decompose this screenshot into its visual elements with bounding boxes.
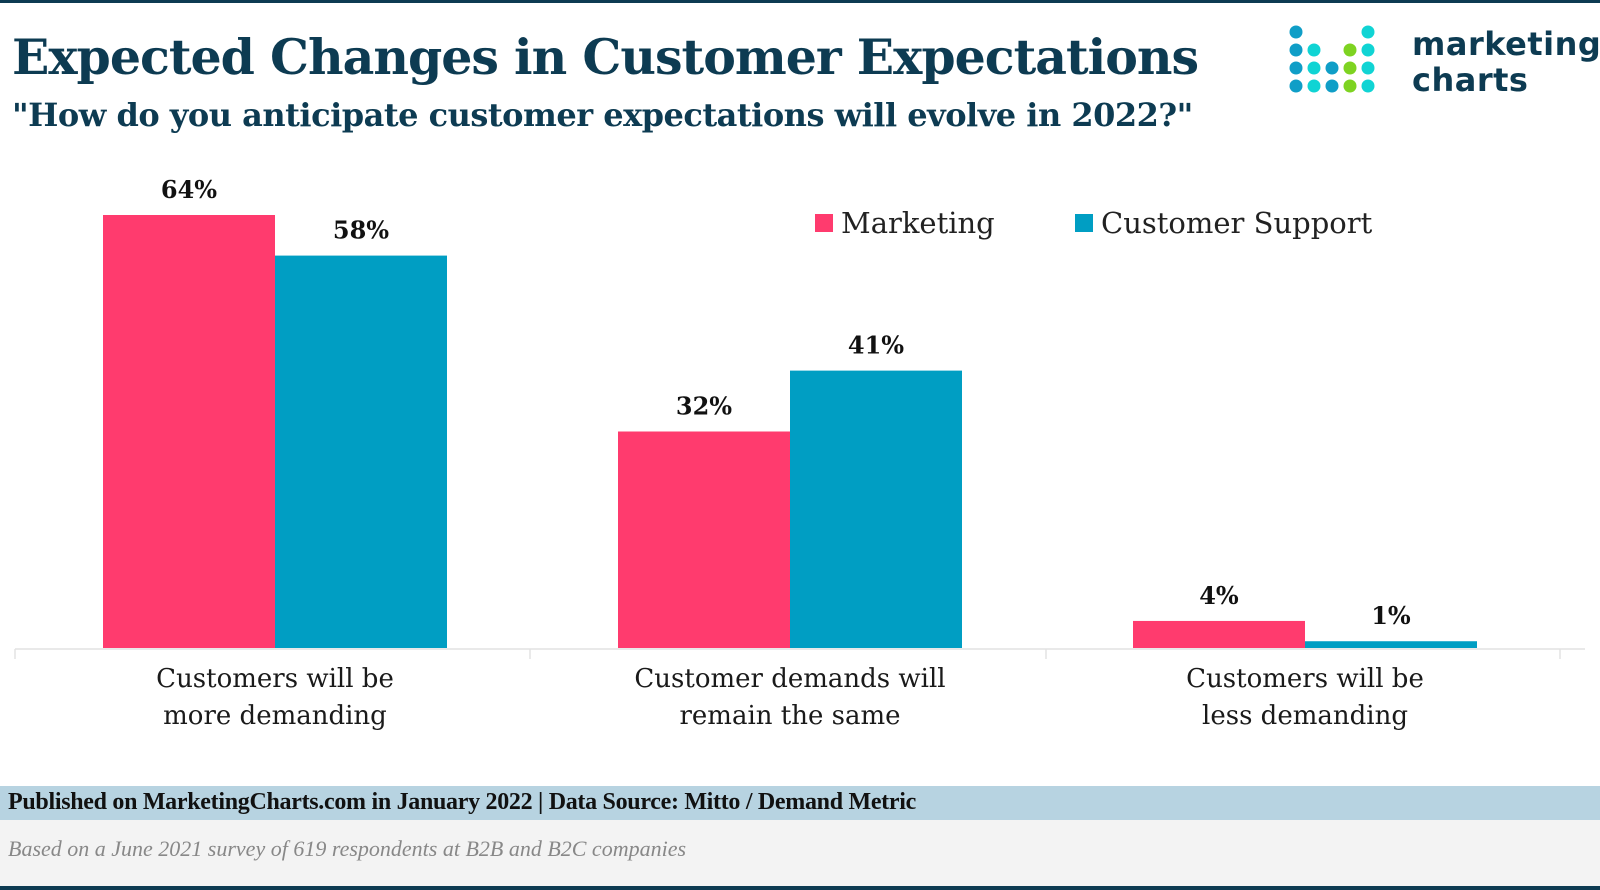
logo-dot: [1361, 79, 1375, 93]
logo-dot: [1361, 61, 1375, 75]
logo-dot: [1307, 61, 1321, 75]
x-tick-label: remain the same: [679, 701, 900, 731]
data-label: 1%: [1371, 601, 1411, 630]
bar-customer-support-1: [275, 255, 447, 648]
note-bar: Based on a June 2021 survey of 619 respo…: [0, 820, 1600, 886]
bar-customer-support-2: [790, 370, 962, 648]
legend: Marketing: [815, 206, 995, 240]
logo-dot: [1343, 79, 1357, 93]
source-text: Published on MarketingCharts.com in Janu…: [8, 789, 916, 815]
data-label: 58%: [333, 216, 389, 245]
source-bar: Published on MarketingCharts.com in Janu…: [0, 786, 1600, 820]
legend-label-marketing: Marketing: [841, 206, 995, 240]
data-label: 4%: [1199, 581, 1239, 610]
logo-dot: [1289, 79, 1303, 93]
bar-customer-support-3: [1305, 641, 1477, 648]
logo-dot: [1343, 61, 1357, 75]
logo-dot: [1289, 43, 1303, 57]
x-tick-label: more demanding: [163, 701, 387, 731]
data-label: 64%: [161, 175, 217, 204]
marketingcharts-logo: marketing charts: [1289, 24, 1600, 104]
logo-text: marketing charts: [1412, 26, 1600, 98]
legend-swatch-customer-support: [1075, 214, 1093, 232]
chart-title: Expected Changes in Customer Expectation…: [12, 28, 1199, 86]
survey-note: Based on a June 2021 survey of 619 respo…: [8, 836, 687, 861]
logo-line-1: marketing: [1412, 25, 1600, 63]
dot-grid-logo-icon: [1289, 25, 1375, 93]
top-rule: [0, 0, 1600, 3]
logo-line-2: charts: [1412, 61, 1529, 99]
logo-dot: [1289, 25, 1303, 39]
logo-dot: [1289, 61, 1303, 75]
legend-swatch-marketing: [815, 214, 833, 232]
logo-dot: [1307, 79, 1321, 93]
x-tick-label: Customers will be: [156, 664, 394, 694]
x-tick-label: Customers will be: [1186, 664, 1424, 694]
bar-marketing-2: [618, 431, 790, 648]
bar-marketing-3: [1133, 620, 1305, 648]
x-tick-label: less demanding: [1202, 701, 1408, 731]
logo-dot: [1325, 79, 1339, 93]
logo-dot: [1307, 43, 1321, 57]
x-tick-label: Customer demands will: [634, 664, 945, 694]
data-label: 41%: [848, 331, 904, 360]
chart-subtitle: "How do you anticipate customer expectat…: [12, 96, 1193, 134]
data-label: 32%: [676, 392, 732, 421]
bar-marketing-1: [103, 215, 275, 648]
bottom-rule: [0, 886, 1600, 890]
logo-dot: [1361, 43, 1375, 57]
legend-item-customer-support: Customer Support: [1075, 206, 1372, 240]
logo-dot: [1343, 43, 1357, 57]
legend-label-customer-support: Customer Support: [1101, 206, 1373, 240]
bar-chart: 64% 58% Customers will be more demanding 32%…: [14, 175, 1585, 731]
logo-dot: [1325, 61, 1339, 75]
logo-dot: [1361, 25, 1375, 39]
